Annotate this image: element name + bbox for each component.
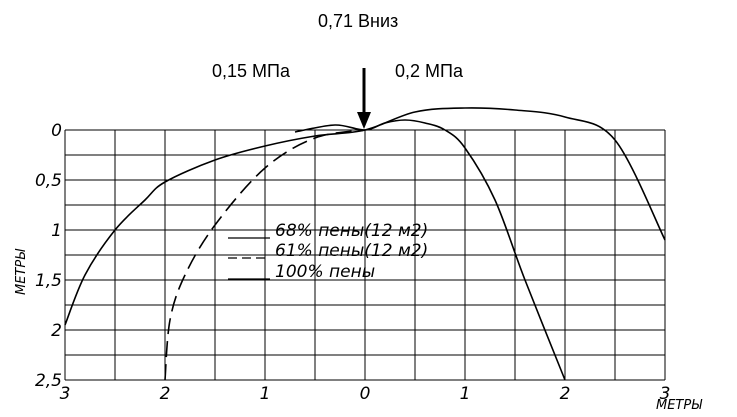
pressure-right-annotation: 0,2 МПа <box>395 61 464 81</box>
x-tick-label: 1 <box>460 384 471 404</box>
series-line <box>164 129 366 381</box>
x-tick-label: 3 <box>60 384 71 404</box>
legend-entry-label: 61% пены(12 м2) <box>275 241 428 261</box>
legend-entry-label: 68% пены(12 м2) <box>275 221 428 241</box>
x-tick-labels: 3 2 1 0 1 2 3 <box>60 384 671 404</box>
series-line <box>64 107 666 326</box>
pressure-left-annotation: 0,15 МПа <box>212 61 291 81</box>
legend-entry-label: 100% пены <box>275 262 375 282</box>
y-tick-label: 1 <box>51 221 62 241</box>
y-tick-label: 2,5 <box>35 371 62 391</box>
x-tick-label: 0 <box>360 384 371 404</box>
legend: 68% пены(12 м2)61% пены(12 м2)100% пены <box>228 221 428 282</box>
y-tick-label: 0,5 <box>35 171 62 191</box>
x-tick-label: 1 <box>260 384 271 404</box>
y-tick-label: 2 <box>51 321 62 341</box>
curves <box>64 107 666 381</box>
x-tick-label: 2 <box>160 384 171 404</box>
y-axis-label: МЕТРЫ <box>14 248 29 295</box>
x-axis-label: МЕТРЫ <box>656 398 703 413</box>
force-annotation: 0,71 Вниз <box>318 11 398 31</box>
y-tick-label: 0 <box>51 121 62 141</box>
y-tick-label: 1,5 <box>35 271 62 291</box>
x-tick-label: 3 <box>660 384 671 404</box>
y-tick-labels: 0 0,5 1 1,5 2 2,5 <box>35 121 62 391</box>
x-tick-label: 2 <box>560 384 571 404</box>
load-arrow <box>357 68 371 129</box>
series-line <box>294 119 566 381</box>
